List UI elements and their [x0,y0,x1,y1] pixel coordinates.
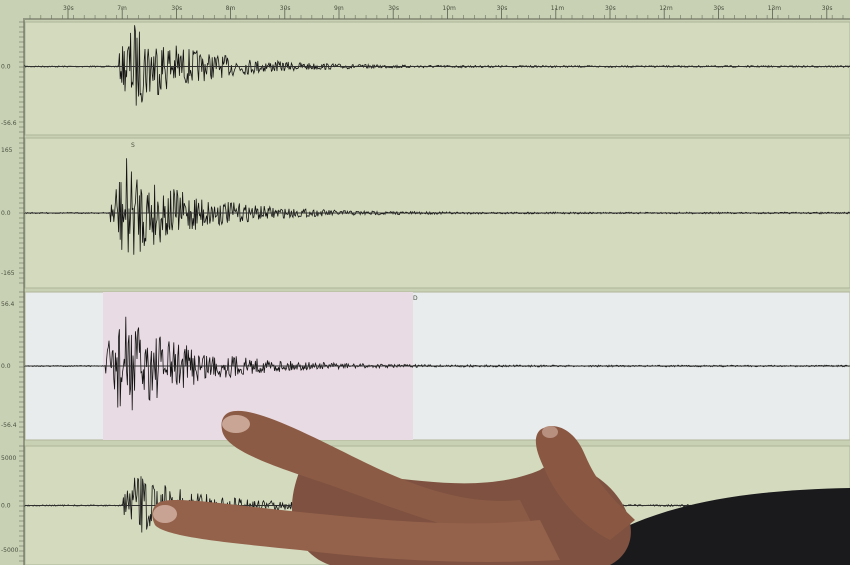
fingernail [222,415,250,433]
amplitude-label: -5000 [1,547,19,554]
fingernail [153,505,177,523]
amplitude-label: 165 [1,147,13,154]
thumb [535,426,635,540]
index-finger [221,410,540,540]
fingernail [542,426,558,438]
hand [152,410,850,565]
amplitude-label: -56.4 [1,422,17,429]
seismogram-panel: D 56.4 0.0 -56.4 [1,291,850,441]
time-tick-label: 10m [442,5,456,12]
amplitude-label: 0.0 [1,363,11,370]
middle-finger [152,500,560,562]
sleeve [590,488,850,565]
amplitude-label: -56.6 [1,120,17,127]
amplitude-label: 5000 [1,455,16,462]
time-axis: 30s7m30s8m30s9m30s10m30s11m30s12m30s13m3… [25,5,850,20]
seismogram-panel: 0.0 -56.6 [1,21,850,136]
phase-marker: S [131,142,135,149]
seismic-trace [24,158,850,255]
amplitude-label: 0.0 [1,210,11,217]
amplitude-label: 0.0 [1,503,11,510]
highlight-marker: D [413,295,418,302]
time-tick-label: 12m [659,5,673,12]
time-tick-label: 13m [768,5,782,12]
time-tick-label: 11m [551,5,565,12]
amplitude-label: 0.0 [1,64,11,71]
amplitude-label: 56.4 [1,301,15,308]
seismogram-panel: 165 0.0 -165 S [1,137,850,289]
amplitude-label: -165 [1,270,15,277]
